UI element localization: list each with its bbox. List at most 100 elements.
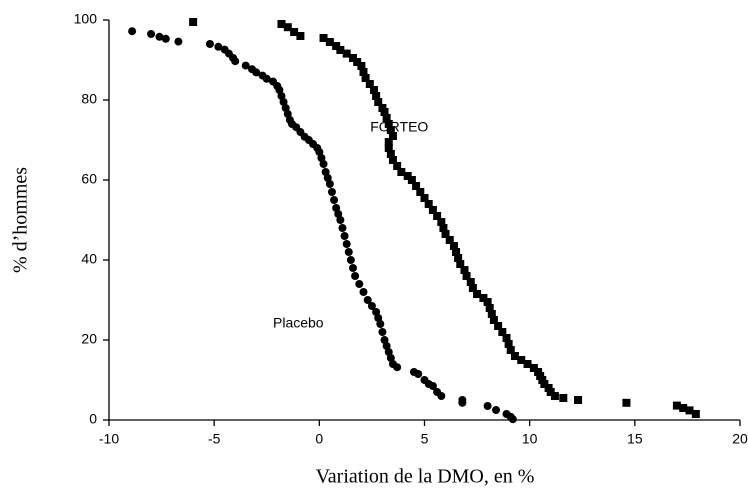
point [359, 68, 368, 76]
point [342, 240, 351, 248]
point [290, 28, 299, 36]
point [205, 40, 214, 48]
point [498, 328, 507, 336]
point [370, 86, 379, 94]
point [361, 74, 370, 82]
annotation: Placebo [273, 315, 324, 331]
point [355, 280, 364, 288]
point [353, 58, 362, 66]
point [388, 156, 397, 164]
point [489, 316, 498, 324]
x-tick-label: 5 [421, 431, 429, 447]
point [348, 54, 357, 62]
point [372, 308, 381, 316]
point [378, 328, 387, 336]
point [449, 242, 458, 250]
point [338, 224, 347, 232]
point [323, 174, 332, 182]
point [155, 32, 164, 41]
point [363, 296, 372, 304]
point [386, 150, 395, 158]
point [456, 260, 465, 268]
point [380, 336, 389, 344]
point [468, 284, 477, 292]
point [348, 264, 357, 272]
point [384, 144, 393, 152]
point [382, 114, 391, 122]
point [321, 168, 330, 176]
point [574, 396, 583, 404]
point [691, 410, 700, 418]
point [685, 406, 694, 415]
point [388, 132, 397, 140]
point [397, 168, 406, 176]
point [365, 80, 374, 88]
point [357, 62, 366, 70]
point [330, 196, 339, 204]
point [376, 320, 385, 328]
point [336, 216, 345, 224]
point [416, 188, 425, 196]
point [412, 182, 421, 190]
point [546, 388, 555, 396]
point [351, 272, 360, 280]
point [281, 104, 290, 112]
point [262, 74, 271, 83]
point [296, 32, 305, 40]
point [161, 34, 170, 43]
point [367, 302, 376, 310]
point [420, 194, 429, 202]
point [374, 314, 383, 322]
point [523, 360, 532, 368]
point [372, 92, 381, 100]
point [452, 248, 461, 256]
point [510, 352, 519, 360]
x-tick-label: 20 [732, 431, 748, 447]
point [384, 138, 393, 146]
point [445, 236, 454, 244]
y-tick-label: 100 [74, 11, 98, 27]
point [540, 380, 549, 388]
y-tick-label: 80 [81, 91, 97, 107]
point [147, 30, 156, 38]
point [380, 108, 389, 116]
point [454, 254, 463, 262]
point [502, 334, 511, 342]
point [315, 148, 324, 156]
point [479, 294, 488, 302]
point [277, 20, 286, 28]
point [483, 402, 492, 410]
point [382, 342, 391, 350]
x-tick-label: 10 [522, 431, 538, 447]
point [174, 37, 183, 46]
y-tick-label: 0 [89, 411, 97, 427]
point [466, 278, 475, 286]
point [672, 401, 681, 410]
point [325, 180, 334, 188]
x-axis-title: Variation de la DMO, en % [316, 466, 535, 488]
point [622, 398, 631, 407]
point [433, 212, 442, 220]
point [231, 57, 240, 66]
point [283, 23, 292, 32]
point [252, 68, 261, 77]
point [214, 42, 223, 51]
point [340, 232, 349, 240]
point [517, 356, 526, 364]
point [275, 86, 284, 94]
y-axis-title: % d’hommes [10, 167, 32, 273]
x-tick-label: 15 [627, 431, 643, 447]
point [317, 154, 326, 162]
point [679, 404, 688, 412]
y-tick-label: 40 [81, 251, 97, 267]
point [492, 406, 501, 414]
point [485, 304, 494, 312]
x-tick-label: -10 [99, 431, 119, 447]
point [189, 18, 198, 26]
point [374, 98, 383, 106]
point [359, 288, 368, 296]
point [277, 92, 286, 100]
point [332, 42, 341, 50]
point [241, 61, 250, 70]
